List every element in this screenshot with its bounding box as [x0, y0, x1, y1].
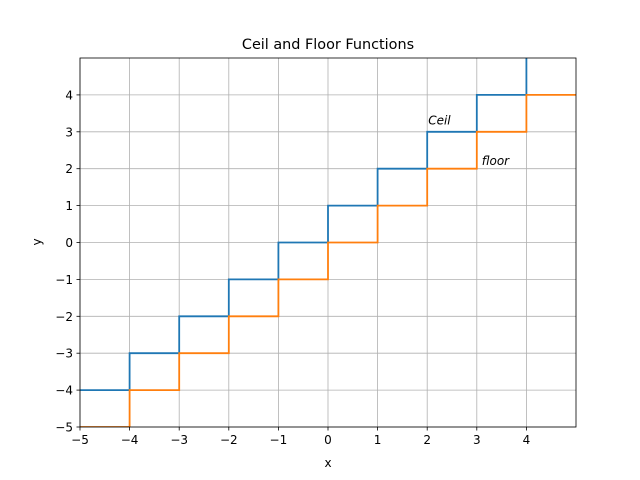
floor-series-line	[80, 94, 576, 427]
y-tick-label: 2	[65, 162, 73, 176]
y-tick-label: −4	[55, 384, 73, 398]
x-tick-label: 2	[423, 433, 431, 447]
x-tick-label: −3	[170, 433, 188, 447]
y-tick-label: 0	[65, 236, 73, 250]
y-axis-ticks: −5 −4 −3 −2 −1 0 1 2 3 4	[55, 88, 80, 435]
x-tick-label: −1	[270, 433, 288, 447]
x-tick-label: 1	[374, 433, 382, 447]
y-tick-label: −5	[55, 421, 73, 435]
x-tick-label: −5	[71, 433, 89, 447]
chart-title: Ceil and Floor Functions	[242, 37, 414, 53]
floor-annotation: floor	[482, 154, 510, 168]
y-tick-label: −3	[55, 347, 73, 361]
y-tick-label: 4	[65, 88, 73, 102]
y-tick-label: −1	[55, 273, 73, 287]
y-axis-label: y	[30, 238, 44, 245]
annotations: Ceil floor	[428, 113, 510, 168]
plot-series	[80, 58, 576, 427]
ceil-annotation: Ceil	[428, 113, 451, 127]
y-tick-label: −2	[55, 310, 73, 324]
x-tick-label: −4	[121, 433, 139, 447]
x-tick-label: 4	[523, 433, 531, 447]
x-tick-label: 0	[324, 433, 332, 447]
x-tick-label: 3	[473, 433, 481, 447]
y-tick-label: 1	[65, 199, 73, 213]
x-tick-label: −2	[220, 433, 238, 447]
x-axis-label: x	[324, 456, 331, 470]
x-axis-ticks: −5 −4 −3 −2 −1 0 1 2 3 4	[71, 427, 530, 447]
y-tick-label: 3	[65, 125, 73, 139]
